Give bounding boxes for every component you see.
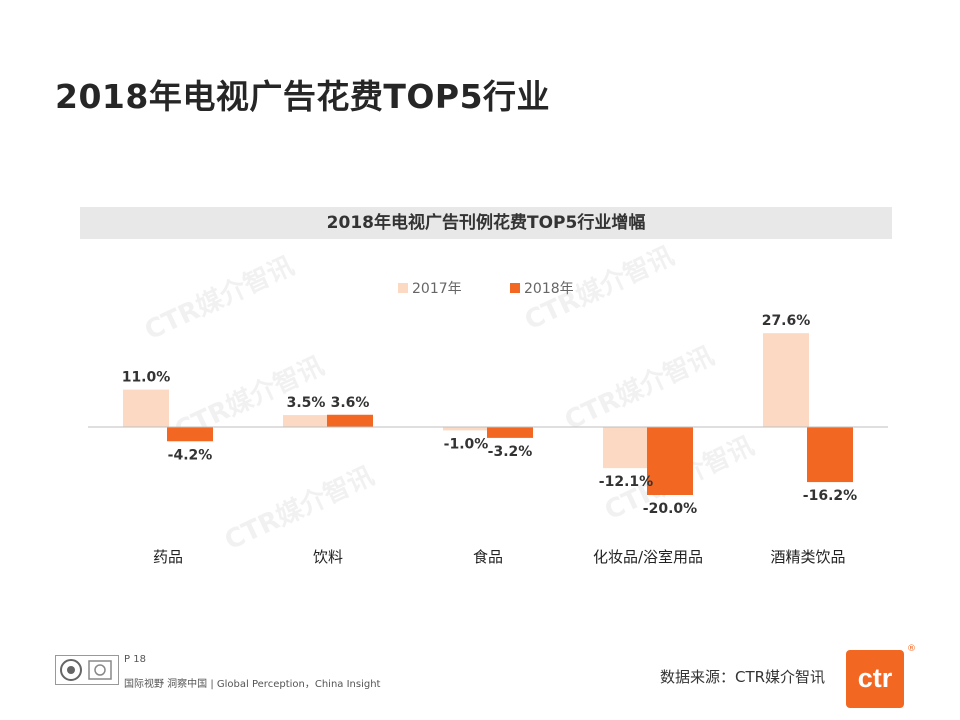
bars [123, 333, 853, 495]
data-label-2018-5: -16.2% [803, 488, 857, 504]
legend-swatch-2 [510, 283, 520, 293]
chart-title-band [80, 207, 892, 239]
page-title: 2018年电视广告花费TOP5行业 [55, 77, 551, 116]
ctr-logo: ctr [846, 650, 904, 708]
data-label-2018-3: -3.2% [488, 444, 533, 460]
watermark-text: CTR媒介智讯 [140, 251, 298, 346]
data-label-2017-2: 3.5% [287, 395, 326, 411]
data-label-2017-4: -12.1% [599, 474, 653, 490]
bar-2018-4 [647, 427, 693, 495]
legend-label-1: 2017年 [412, 281, 462, 297]
bar-2017-5 [763, 333, 809, 427]
watermark-text: CTR媒介智讯 [560, 341, 718, 436]
data-label-2018-1: -4.2% [168, 447, 213, 463]
page-number: P 18 [124, 654, 146, 665]
data-label-2018-2: 3.6% [331, 395, 370, 411]
data-label-2017-5: 27.6% [762, 313, 811, 329]
registered-mark: ® [907, 644, 916, 654]
category-label-4: 化妆品/浴室用品 [593, 548, 703, 566]
bar-2017-3 [443, 427, 489, 431]
data-label-2017-1: 11.0% [122, 370, 171, 386]
category-label-1: 药品 [153, 548, 183, 566]
chart-title: 2018年电视广告刊例花费TOP5行业增幅 [326, 213, 646, 233]
bar-2018-3 [487, 427, 533, 438]
data-label-2017-3: -1.0% [444, 436, 489, 452]
bar-chart: CTR媒介智讯CTR媒介智讯CTR媒介智讯CTR媒介智讯CTR媒介智讯CTR媒介… [88, 241, 888, 566]
bar-2017-1 [123, 389, 169, 427]
legend-swatch-1 [398, 283, 408, 293]
data-label-2018-4: -20.0% [643, 501, 697, 517]
bar-2017-4 [603, 427, 649, 469]
bar-2018-1 [167, 427, 213, 442]
category-label-2: 饮料 [313, 548, 343, 566]
category-labels: 药品 饮料 食品 化妆品/浴室用品 酒精类饮品 [153, 548, 846, 566]
legend-label-2: 2018年 [524, 281, 574, 297]
certification-logos [55, 655, 119, 685]
award-cert-icon [88, 660, 112, 680]
source-note: 数据来源：CTR媒介智讯 [660, 668, 826, 686]
footer-tagline: 国际视野 洞察中国 | Global Perception，China Insi… [124, 679, 381, 690]
watermark-text: CTR媒介智讯 [220, 461, 378, 556]
category-label-5: 酒精类饮品 [770, 548, 845, 566]
bar-2017-2 [283, 415, 329, 427]
data-labels: 11.0% 3.5% -1.0% -12.1% 27.6% -4.2% 3.6% -3.2% -… [122, 313, 857, 517]
iso-cert-icon [60, 659, 82, 681]
bar-2018-2 [327, 414, 373, 427]
legend: 2017年 2018年 [398, 281, 574, 297]
bar-2018-5 [807, 427, 853, 483]
category-label-3: 食品 [473, 548, 503, 566]
